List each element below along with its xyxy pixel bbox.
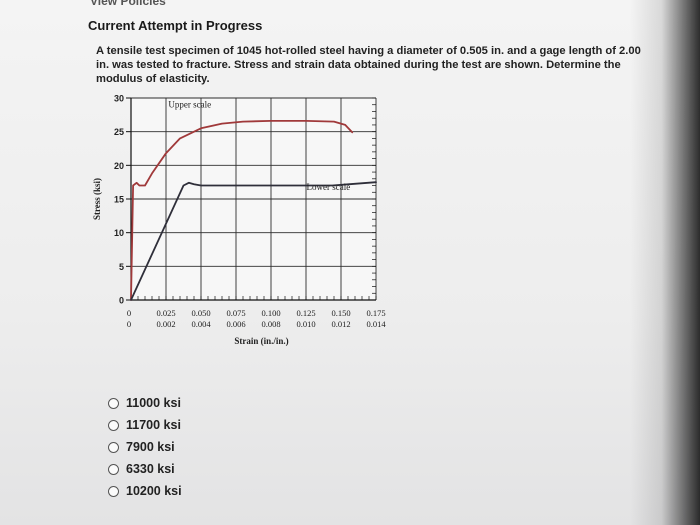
y-tick-label: 25 — [114, 127, 124, 137]
series-label-lower-scale: Lower scale — [307, 182, 351, 192]
x-tick-label-lower: 0.010 — [296, 319, 315, 329]
x-tick-label-lower: 0 — [127, 319, 131, 329]
x-tick-label-upper: 0.150 — [331, 308, 350, 318]
answer-option-label: 6330 ksi — [126, 462, 175, 476]
radio-circle-icon[interactable] — [108, 485, 119, 497]
question-text: A tensile test specimen of 1045 hot-roll… — [96, 45, 641, 85]
answer-option-label: 7900 ksi — [126, 440, 175, 454]
series-label-upper-scale: Upper scale — [168, 99, 211, 109]
radio-circle-icon[interactable] — [108, 397, 119, 409]
x-tick-label-upper: 0.050 — [191, 308, 210, 318]
view-policies-link[interactable]: View Policies — [90, 0, 166, 8]
y-tick-label: 5 — [119, 262, 124, 272]
x-tick-label-lower: 0.014 — [366, 319, 386, 329]
radio-circle-icon[interactable] — [108, 441, 119, 453]
answer-option-label: 10200 ksi — [126, 484, 182, 498]
answer-option-3[interactable]: 7900 ksi — [108, 436, 182, 458]
y-tick-label: 0 — [119, 296, 124, 306]
y-tick-label: 30 — [114, 94, 124, 104]
x-tick-label-upper: 0.100 — [261, 308, 280, 318]
x-axis-label: Strain (in./in.) — [234, 336, 288, 346]
series-line-lower-scale — [130, 181, 377, 301]
y-tick-label: 15 — [114, 195, 124, 205]
radio-circle-icon[interactable] — [108, 463, 119, 475]
answer-option-2[interactable]: 11700 ksi — [108, 414, 182, 436]
answer-option-4[interactable]: 6330 ksi — [108, 458, 182, 480]
screen-edge-shadow — [630, 0, 700, 525]
x-tick-label-upper: 0.025 — [156, 308, 175, 318]
x-tick-label-lower: 0.006 — [226, 319, 245, 329]
x-tick-label-lower: 0.012 — [331, 319, 350, 329]
y-tick-label: 10 — [114, 228, 124, 238]
x-tick-label-upper: 0.125 — [296, 308, 315, 318]
x-tick-label-upper: 0.175 — [366, 308, 385, 318]
x-tick-label-lower: 0.004 — [191, 319, 211, 329]
y-tick-label: 20 — [114, 161, 124, 171]
x-tick-label-lower: 0.002 — [156, 319, 175, 329]
answer-option-label: 11700 ksi — [126, 418, 181, 432]
answer-option-5[interactable]: 10200 ksi — [108, 480, 182, 502]
radio-circle-icon[interactable] — [108, 419, 119, 431]
x-tick-label-upper: 0.075 — [226, 308, 245, 318]
x-tick-label-lower: 0.008 — [261, 319, 280, 329]
x-tick-label-upper: 0 — [127, 308, 131, 318]
attempt-status-title: Current Attempt in Progress — [88, 18, 263, 33]
y-axis-label: Stress (ksi) — [92, 178, 102, 220]
answer-option-1[interactable]: 11000 ksi — [108, 392, 182, 414]
answer-option-label: 11000 ksi — [126, 396, 181, 410]
answer-options: 11000 ksi 11700 ksi 7900 ksi 6330 ksi 10… — [108, 392, 182, 502]
series-line-upper-scale — [130, 120, 354, 301]
